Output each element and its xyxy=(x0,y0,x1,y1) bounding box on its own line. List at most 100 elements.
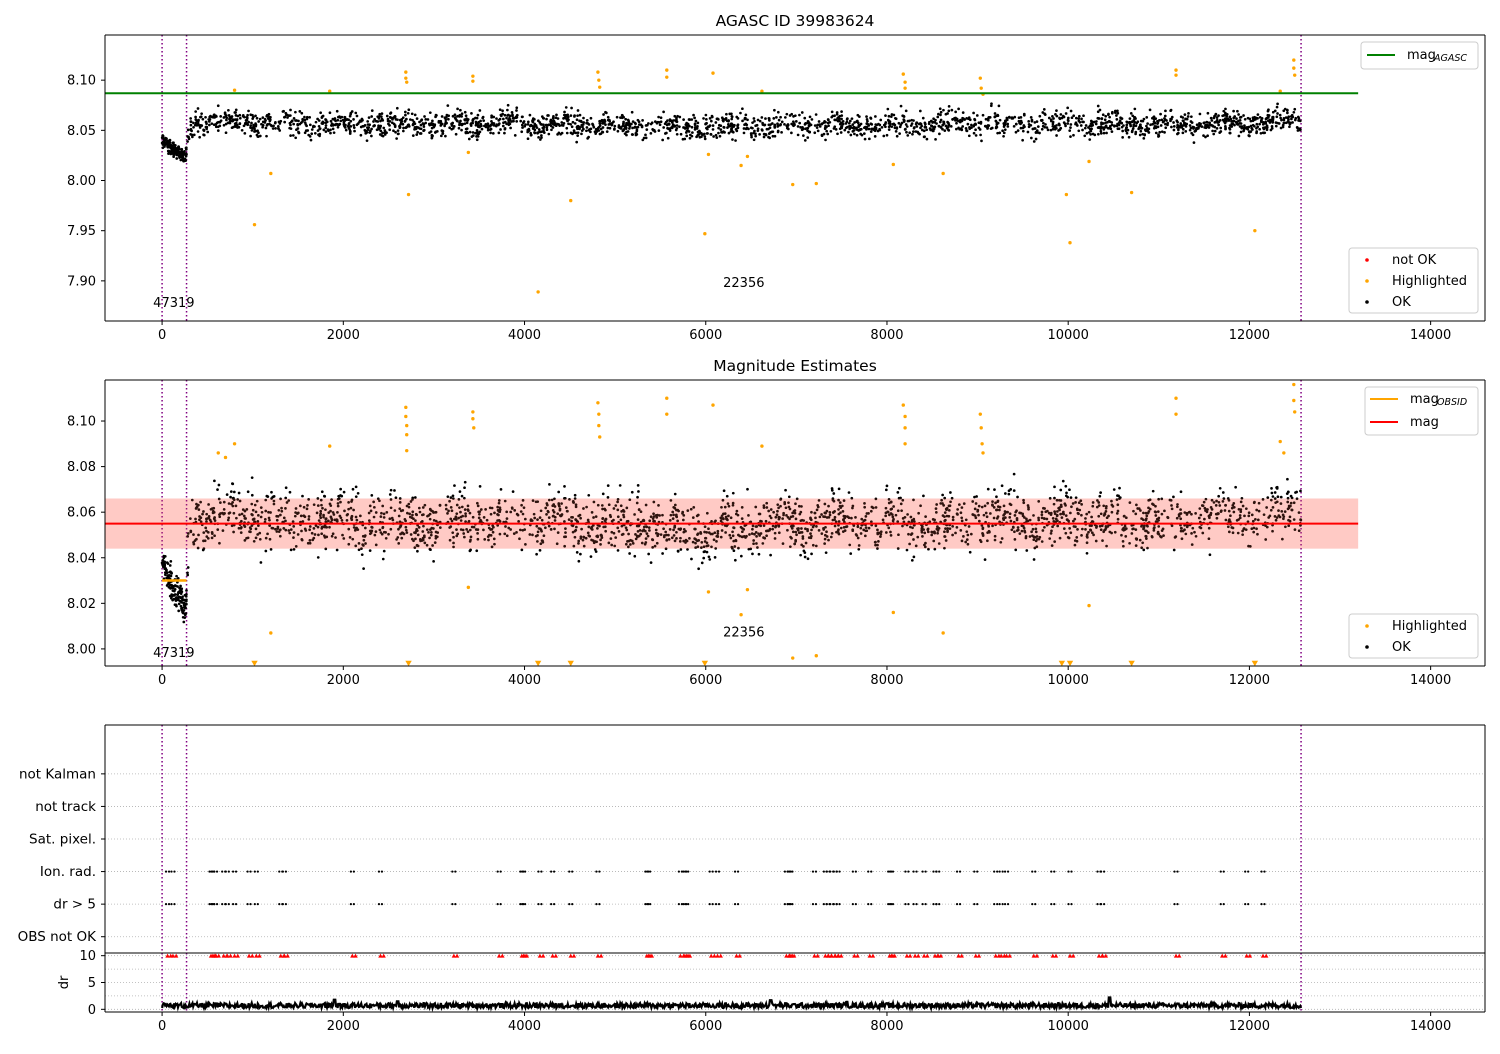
agasc-panel-ok-point xyxy=(833,119,836,122)
agasc-panel-ok-point xyxy=(586,137,589,140)
agasc-panel-ok-point xyxy=(1207,112,1210,115)
agasc-panel-ok-point xyxy=(1097,126,1100,129)
agasc-panel-ok-point xyxy=(1113,125,1116,128)
mag-panel-ok-point xyxy=(289,491,292,494)
mag-panel-ok-point xyxy=(339,488,342,491)
agasc-panel-ok-point xyxy=(1248,135,1251,138)
agasc-panel-ok-point xyxy=(369,130,372,133)
agasc-panel-ok-point xyxy=(1211,130,1214,133)
agasc-panel-ok-point xyxy=(691,131,694,134)
agasc-panel-ok-point xyxy=(511,111,514,114)
agasc-panel-ok-point xyxy=(186,140,189,143)
agasc-panel-ok-point xyxy=(516,116,519,119)
agasc-panel-ok-point xyxy=(208,124,211,127)
agasc-panel-ok-point xyxy=(827,124,830,127)
agasc-panel-ok-point xyxy=(294,111,297,114)
agasc-panel-ok-point xyxy=(1116,123,1119,126)
agasc-panel-ok-point xyxy=(1189,129,1192,132)
agasc-panel-ok-point xyxy=(1233,115,1236,118)
agasc-panel-ok-point xyxy=(627,130,630,133)
agasc-panel-ok-point xyxy=(1095,123,1098,126)
agasc-panel-ok-point xyxy=(489,132,492,135)
agasc-panel-ok-point xyxy=(621,114,624,117)
agasc-panel-ok-point xyxy=(567,118,570,121)
agasc-panel-ok-point xyxy=(585,129,588,132)
mag-panel-ok-point xyxy=(500,488,503,491)
mag-panel-ok-point xyxy=(1286,478,1289,481)
agasc-panel-ok-point xyxy=(298,110,301,113)
agasc-panel-highlighted-point xyxy=(815,182,818,185)
agasc-panel-ok-point xyxy=(975,134,978,137)
agasc-panel-ok-point xyxy=(477,114,480,117)
agasc-panel-ok-point xyxy=(349,113,352,116)
agasc-panel-ok-point xyxy=(859,133,862,136)
agasc-panel-ok-point xyxy=(1242,114,1245,117)
mag-panel-ok-point xyxy=(162,557,165,560)
agasc-panel-ok-point xyxy=(803,117,806,120)
agasc-panel-ok-point xyxy=(637,119,640,122)
legend-not-ok-marker xyxy=(1365,258,1369,262)
agasc-panel-ok-point xyxy=(939,107,942,110)
agasc-panel-ok-point xyxy=(400,118,403,121)
agasc-panel-ok-point xyxy=(279,120,282,123)
agasc-panel-ok-point xyxy=(1224,114,1227,117)
agasc-panel-highlighted-point xyxy=(1130,191,1133,194)
agasc-panel-ok-point xyxy=(985,118,988,121)
mag-panel-ok-point xyxy=(355,495,358,498)
agasc-panel-ok-point xyxy=(1294,117,1297,120)
agasc-panel-ok-point xyxy=(1022,130,1025,133)
agasc-panel-ok-point xyxy=(455,133,458,136)
agasc-panel-ok-point xyxy=(1033,127,1036,130)
agasc-panel-ok-point xyxy=(397,132,400,135)
agasc-panel-ok-point xyxy=(1263,132,1266,135)
agasc-panel-ok-point xyxy=(366,139,369,142)
agasc-panel-ok-point xyxy=(766,128,769,131)
agasc-panel-ok-point xyxy=(274,127,277,130)
agasc-panel-ok-point xyxy=(705,118,708,121)
agasc-panel-ok-point xyxy=(866,118,869,121)
agasc-panel-ok-point xyxy=(231,126,234,129)
mag-panel-ok-point xyxy=(993,488,996,491)
agasc-panel-ok-point xyxy=(200,115,203,118)
agasc-panel-ok-point xyxy=(352,124,355,127)
agasc-panel-ok-point xyxy=(769,126,772,129)
mag-panel-ok-point xyxy=(337,495,340,498)
agasc-panel-ok-point xyxy=(308,116,311,119)
agasc-panel-ok-point xyxy=(979,134,982,137)
agasc-panel-ok-point xyxy=(394,125,397,128)
agasc-panel-ok-point xyxy=(1228,127,1231,130)
agasc-panel-ok-point xyxy=(197,107,200,110)
agasc-panel-ok-point xyxy=(850,134,853,137)
mag-panel-ok-point xyxy=(1290,495,1293,498)
agasc-panel-ok-point xyxy=(381,112,384,115)
agasc-panel-ok-point xyxy=(833,114,836,117)
agasc-panel-ok-point xyxy=(182,153,185,156)
agasc-panel-ok-point xyxy=(606,127,609,130)
agasc-panel-ok-point xyxy=(741,119,744,122)
agasc-panel-ok-point xyxy=(910,124,913,127)
agasc-panel-ok-point xyxy=(1043,112,1046,115)
agasc-panel-ok-point xyxy=(753,117,756,120)
agasc-panel-ok-point xyxy=(1229,132,1232,135)
agasc-panel-ok-point xyxy=(997,122,1000,125)
agasc-panel-ok-point xyxy=(777,131,780,134)
mag-panel-ok-point xyxy=(270,491,273,494)
agasc-panel-ok-point xyxy=(1266,128,1269,131)
agasc-panel-ok-point xyxy=(928,121,931,124)
agasc-panel-ok-point xyxy=(836,113,839,116)
agasc-panel-ok-point xyxy=(500,114,503,117)
agasc-panel-ok-point xyxy=(412,134,415,137)
agasc-panel-ok-point xyxy=(1271,121,1274,124)
agasc-panel-ok-point xyxy=(1079,121,1082,124)
agasc-panel-ok-point xyxy=(415,133,418,136)
agasc-panel-ok-point xyxy=(888,122,891,125)
agasc-panel-ok-point xyxy=(465,114,468,117)
agasc-panel-ok-point xyxy=(708,125,711,128)
agasc-panel-ok-point xyxy=(817,129,820,132)
agasc-panel-ok-point xyxy=(682,138,685,141)
agasc-panel-ok-point xyxy=(1006,125,1009,128)
agasc-panel-ok-point xyxy=(761,128,764,131)
agasc-panel-ok-point xyxy=(1036,129,1039,132)
agasc-panel-ok-point xyxy=(697,122,700,125)
